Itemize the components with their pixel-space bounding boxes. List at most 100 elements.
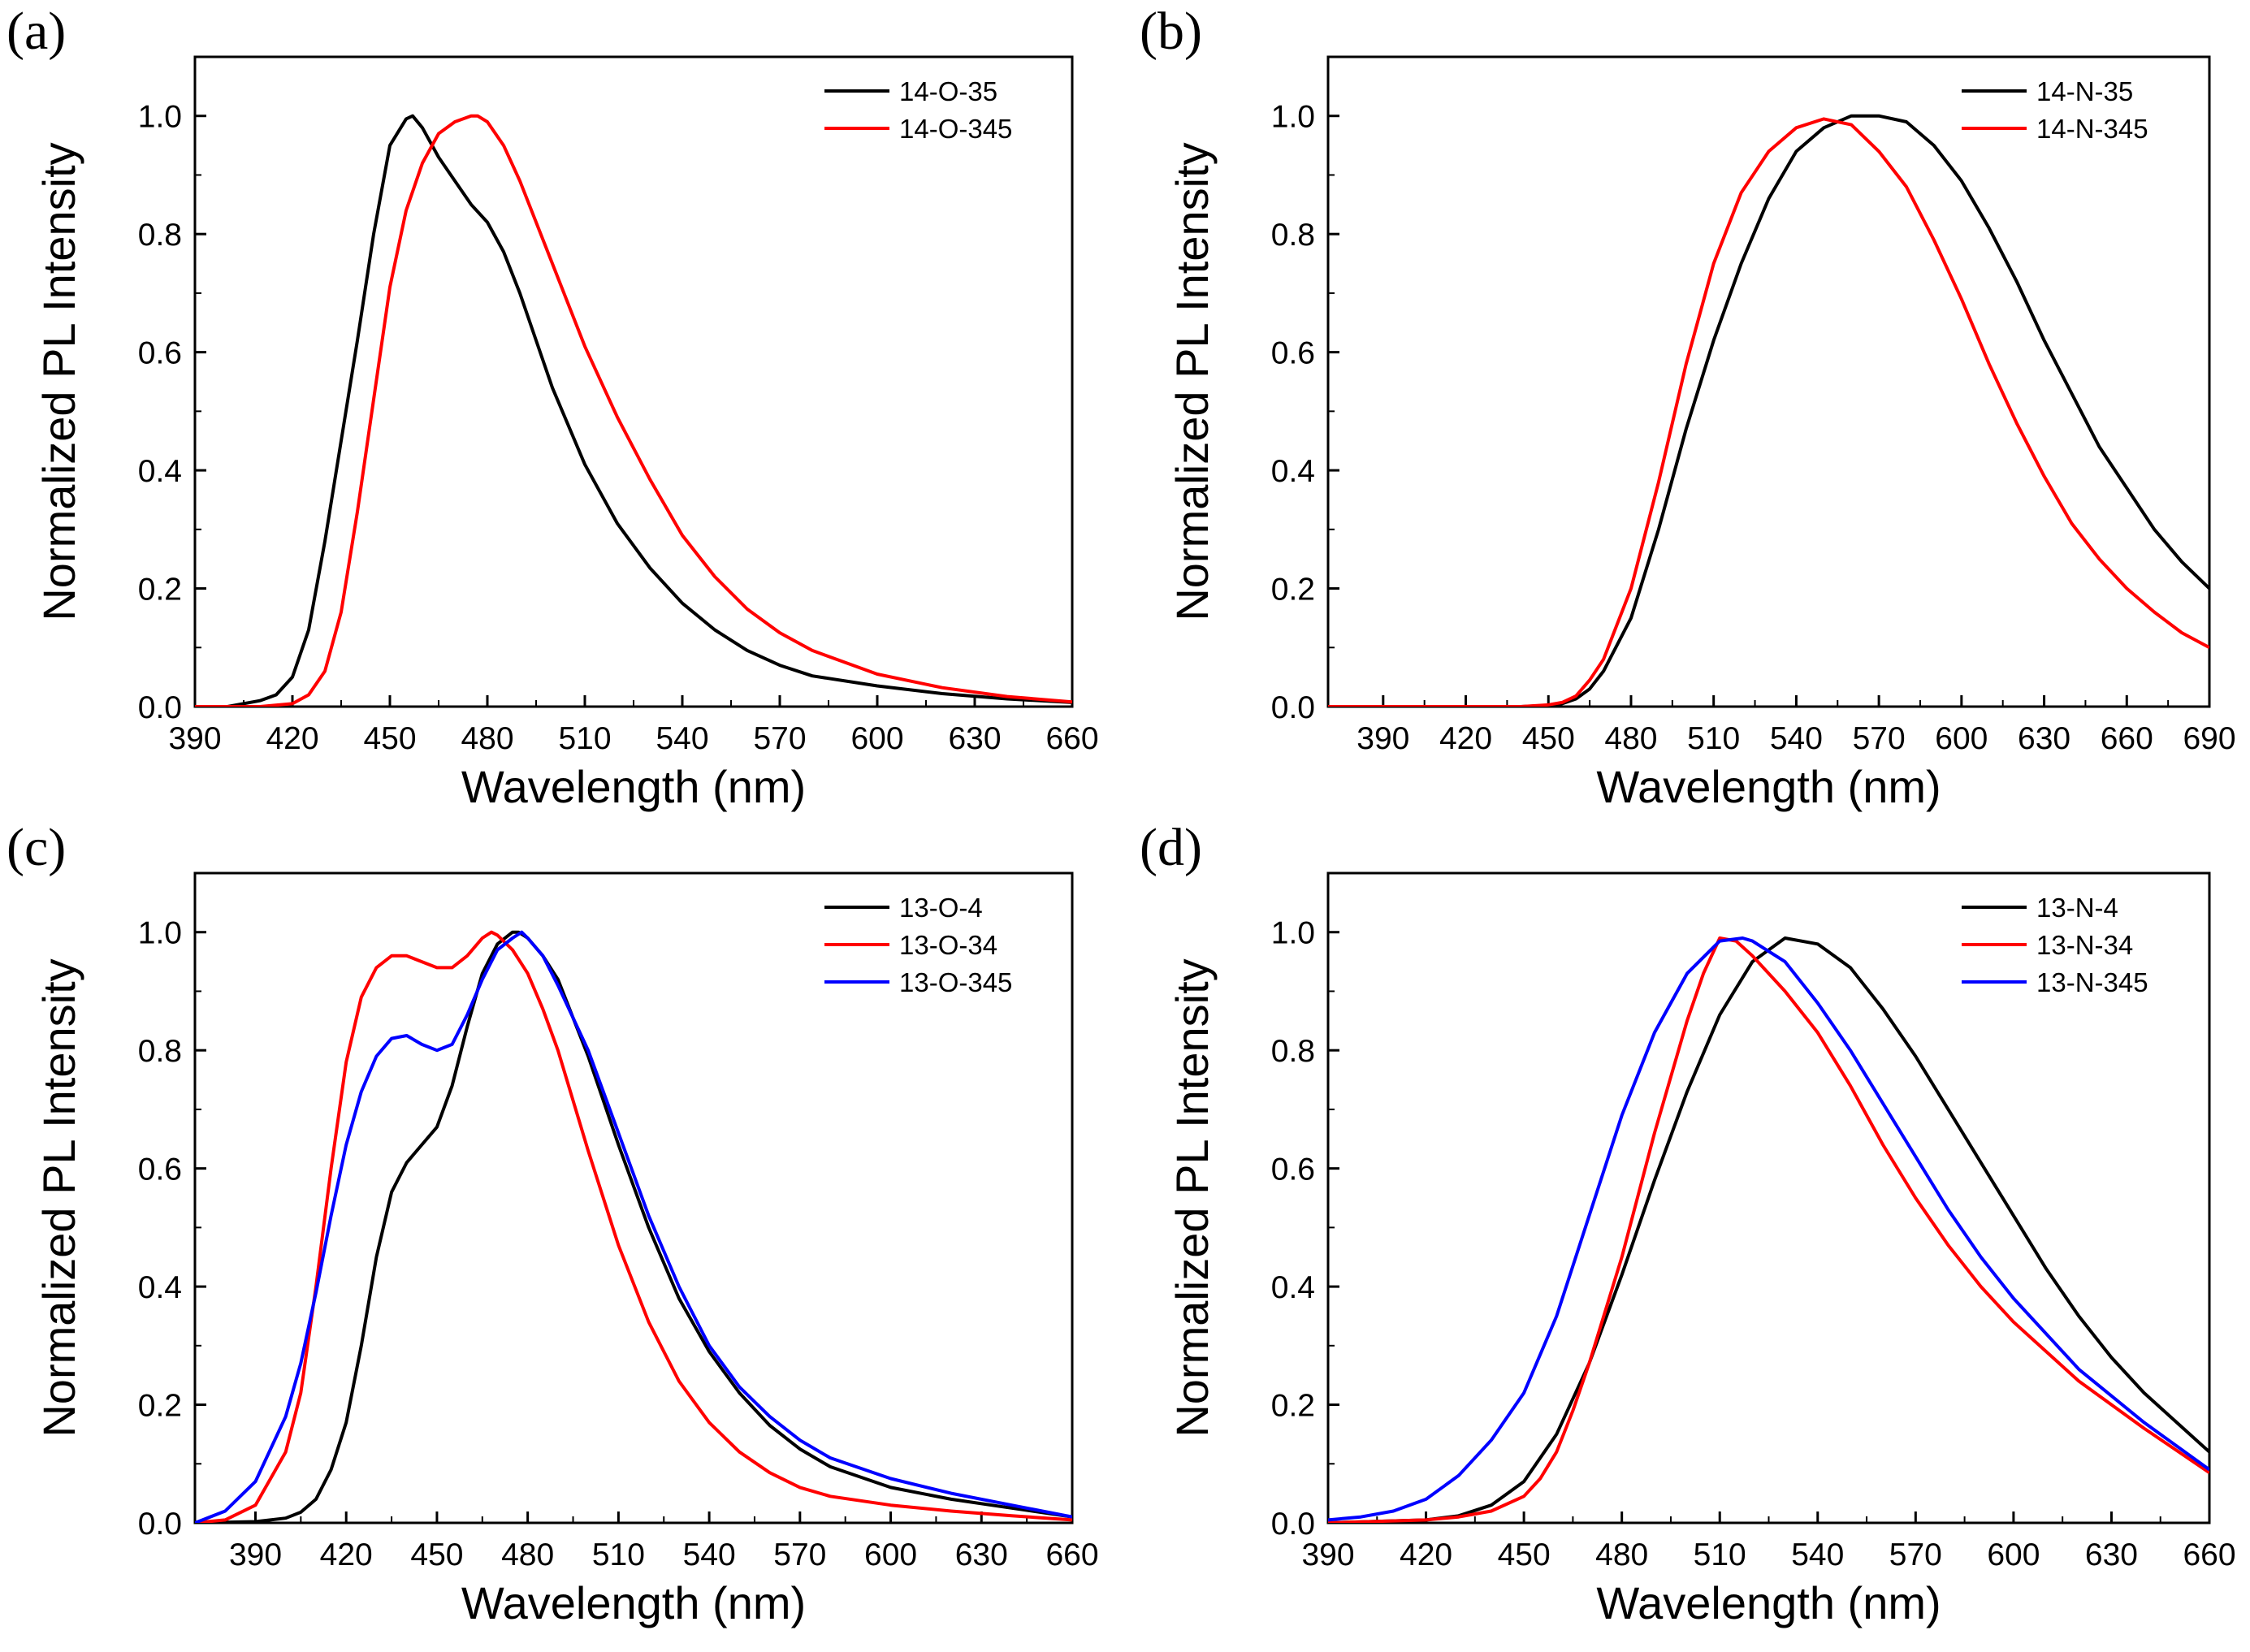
series-line-13-O-345 — [195, 930, 1072, 1523]
y-tick-label: 0.4 — [1271, 454, 1315, 489]
legend-label: 14-N-345 — [2036, 114, 2148, 144]
x-tick-label: 660 — [1045, 1537, 1098, 1572]
chart-panel-2: 390 420 450 480 510 540 570 600 630 6600.00.20.40… — [6, 818, 1099, 1628]
x-tick-label: 480 — [1595, 1537, 1648, 1572]
x-tick-label: 540 — [683, 1537, 736, 1572]
series-line-13-O-34 — [195, 930, 1072, 1523]
x-axis-title: Wavelength (nm) — [461, 761, 806, 812]
legend: 13-N-4 13-N-34 13-N-345 — [1962, 893, 2148, 997]
chart-panel-1: 390 420 450 480 510 540 570 600 630 660 6900.00.20… — [1140, 2, 2236, 812]
y-tick-label: 0.8 — [138, 1034, 182, 1069]
x-tick-label: 390 — [1301, 1537, 1354, 1572]
legend-label: 13-O-34 — [899, 930, 997, 960]
x-tick-label: 420 — [1439, 721, 1492, 756]
y-axis: 0.0 0.2 0.4 0.6 0.8 1.0 — [138, 100, 206, 725]
legend-label: 14-N-35 — [2036, 76, 2133, 106]
x-tick-label: 450 — [363, 721, 416, 756]
x-tick-label: 510 — [1694, 1537, 1746, 1572]
x-tick-label: 540 — [656, 721, 708, 756]
y-axis-title: Normalized PL Intensity — [33, 142, 84, 621]
legend-label: 13-N-345 — [2036, 967, 2148, 997]
series-line-13-N-4 — [1328, 936, 2209, 1523]
x-tick-label: 390 — [229, 1537, 282, 1572]
panel-label: (b) — [1140, 2, 1202, 61]
x-axis: 390 420 450 480 510 540 570 600 630 660 — [229, 1511, 1099, 1572]
x-tick-label: 660 — [2101, 721, 2153, 756]
panel-label: (d) — [1140, 818, 1202, 877]
y-tick-label: 0.2 — [1271, 1389, 1315, 1424]
y-axis: 0.0 0.2 0.4 0.6 0.8 1.0 — [1271, 100, 1339, 725]
x-axis: 390 420 450 480 510 540 570 600 630 660 — [168, 695, 1099, 756]
chart-panel-3: 390 420 450 480 510 540 570 600 630 6600.00.20.40… — [1140, 818, 2236, 1628]
y-tick-label: 1.0 — [138, 916, 182, 951]
plot-frame — [1326, 55, 2211, 708]
legend: 13-O-4 13-O-34 13-O-345 — [824, 893, 1012, 997]
x-tick-label: 660 — [1045, 721, 1098, 756]
y-axis: 0.0 0.2 0.4 0.6 0.8 1.0 — [138, 916, 206, 1542]
series-line-13-N-345 — [1328, 936, 2209, 1522]
x-tick-label: 510 — [592, 1537, 645, 1572]
x-axis-title: Wavelength (nm) — [1596, 1577, 1941, 1628]
y-tick-label: 0.0 — [1271, 690, 1315, 725]
x-axis-title: Wavelength (nm) — [461, 1577, 806, 1628]
x-tick-label: 600 — [1935, 721, 1988, 756]
x-tick-label: 510 — [558, 721, 611, 756]
chart-panel-0: 390 420 450 480 510 540 570 600 630 6600.00.20.40… — [6, 2, 1099, 812]
y-tick-label: 0.4 — [1271, 1270, 1315, 1305]
series-line-14-O-35 — [195, 114, 1072, 707]
y-tick-label: 0.6 — [1271, 336, 1315, 371]
series-line-14-O-345 — [195, 114, 1072, 707]
x-tick-label: 420 — [320, 1537, 373, 1572]
x-tick-label: 570 — [773, 1537, 826, 1572]
series-line-14-N-345 — [1328, 117, 2209, 707]
x-tick-label: 480 — [461, 721, 513, 756]
x-tick-label: 630 — [955, 1537, 1008, 1572]
y-tick-label: 0.6 — [1271, 1153, 1315, 1187]
legend-label: 13-O-4 — [899, 893, 983, 923]
panel-label: (a) — [6, 2, 66, 61]
y-tick-label: 1.0 — [1271, 100, 1315, 135]
y-tick-label: 0.4 — [138, 454, 182, 489]
x-tick-label: 630 — [2018, 721, 2070, 756]
y-tick-label: 0.6 — [138, 336, 182, 371]
plot-frame — [193, 871, 1074, 1524]
legend: 14-N-35 14-N-345 — [1962, 76, 2148, 144]
legend-label: 14-O-35 — [899, 76, 997, 106]
x-tick-label: 480 — [1604, 721, 1657, 756]
y-tick-label: 1.0 — [138, 100, 182, 135]
y-tick-label: 0.0 — [1271, 1507, 1315, 1542]
series-line-13-O-4 — [195, 930, 1072, 1523]
legend-label: 13-N-4 — [2036, 893, 2118, 923]
y-tick-label: 0.2 — [1271, 573, 1315, 608]
x-tick-label: 450 — [410, 1537, 463, 1572]
x-tick-label: 660 — [2183, 1537, 2235, 1572]
x-tick-label: 570 — [753, 721, 806, 756]
x-axis: 390 420 450 480 510 540 570 600 630 660 — [1301, 1511, 2236, 1572]
x-tick-label: 420 — [1400, 1537, 1452, 1572]
x-tick-label: 450 — [1498, 1537, 1551, 1572]
x-tick-label: 600 — [864, 1537, 917, 1572]
legend-label: 13-N-34 — [2036, 930, 2133, 960]
y-tick-label: 0.8 — [138, 218, 182, 253]
x-tick-label: 420 — [266, 721, 318, 756]
panel-label: (c) — [6, 818, 66, 877]
legend: 14-O-35 14-O-345 — [824, 76, 1012, 144]
x-tick-label: 690 — [2183, 721, 2235, 756]
y-axis: 0.0 0.2 0.4 0.6 0.8 1.0 — [1271, 916, 1339, 1542]
x-tick-label: 600 — [850, 721, 903, 756]
x-tick-label: 630 — [2085, 1537, 2138, 1572]
y-axis-title: Normalized PL Intensity — [33, 958, 84, 1437]
x-tick-label: 540 — [1770, 721, 1823, 756]
y-tick-label: 0.8 — [1271, 218, 1315, 253]
series-line-14-N-35 — [1328, 114, 2209, 707]
x-tick-label: 540 — [1791, 1537, 1844, 1572]
y-tick-label: 1.0 — [1271, 916, 1315, 951]
x-tick-label: 510 — [1687, 721, 1740, 756]
x-tick-label: 630 — [948, 721, 1001, 756]
legend-label: 14-O-345 — [899, 114, 1012, 144]
y-axis-title: Normalized PL Intensity — [1166, 958, 1218, 1437]
x-axis: 390 420 450 480 510 540 570 600 630 660 690 — [1356, 695, 2236, 756]
x-tick-label: 570 — [1889, 1537, 1942, 1572]
x-tick-label: 450 — [1522, 721, 1575, 756]
